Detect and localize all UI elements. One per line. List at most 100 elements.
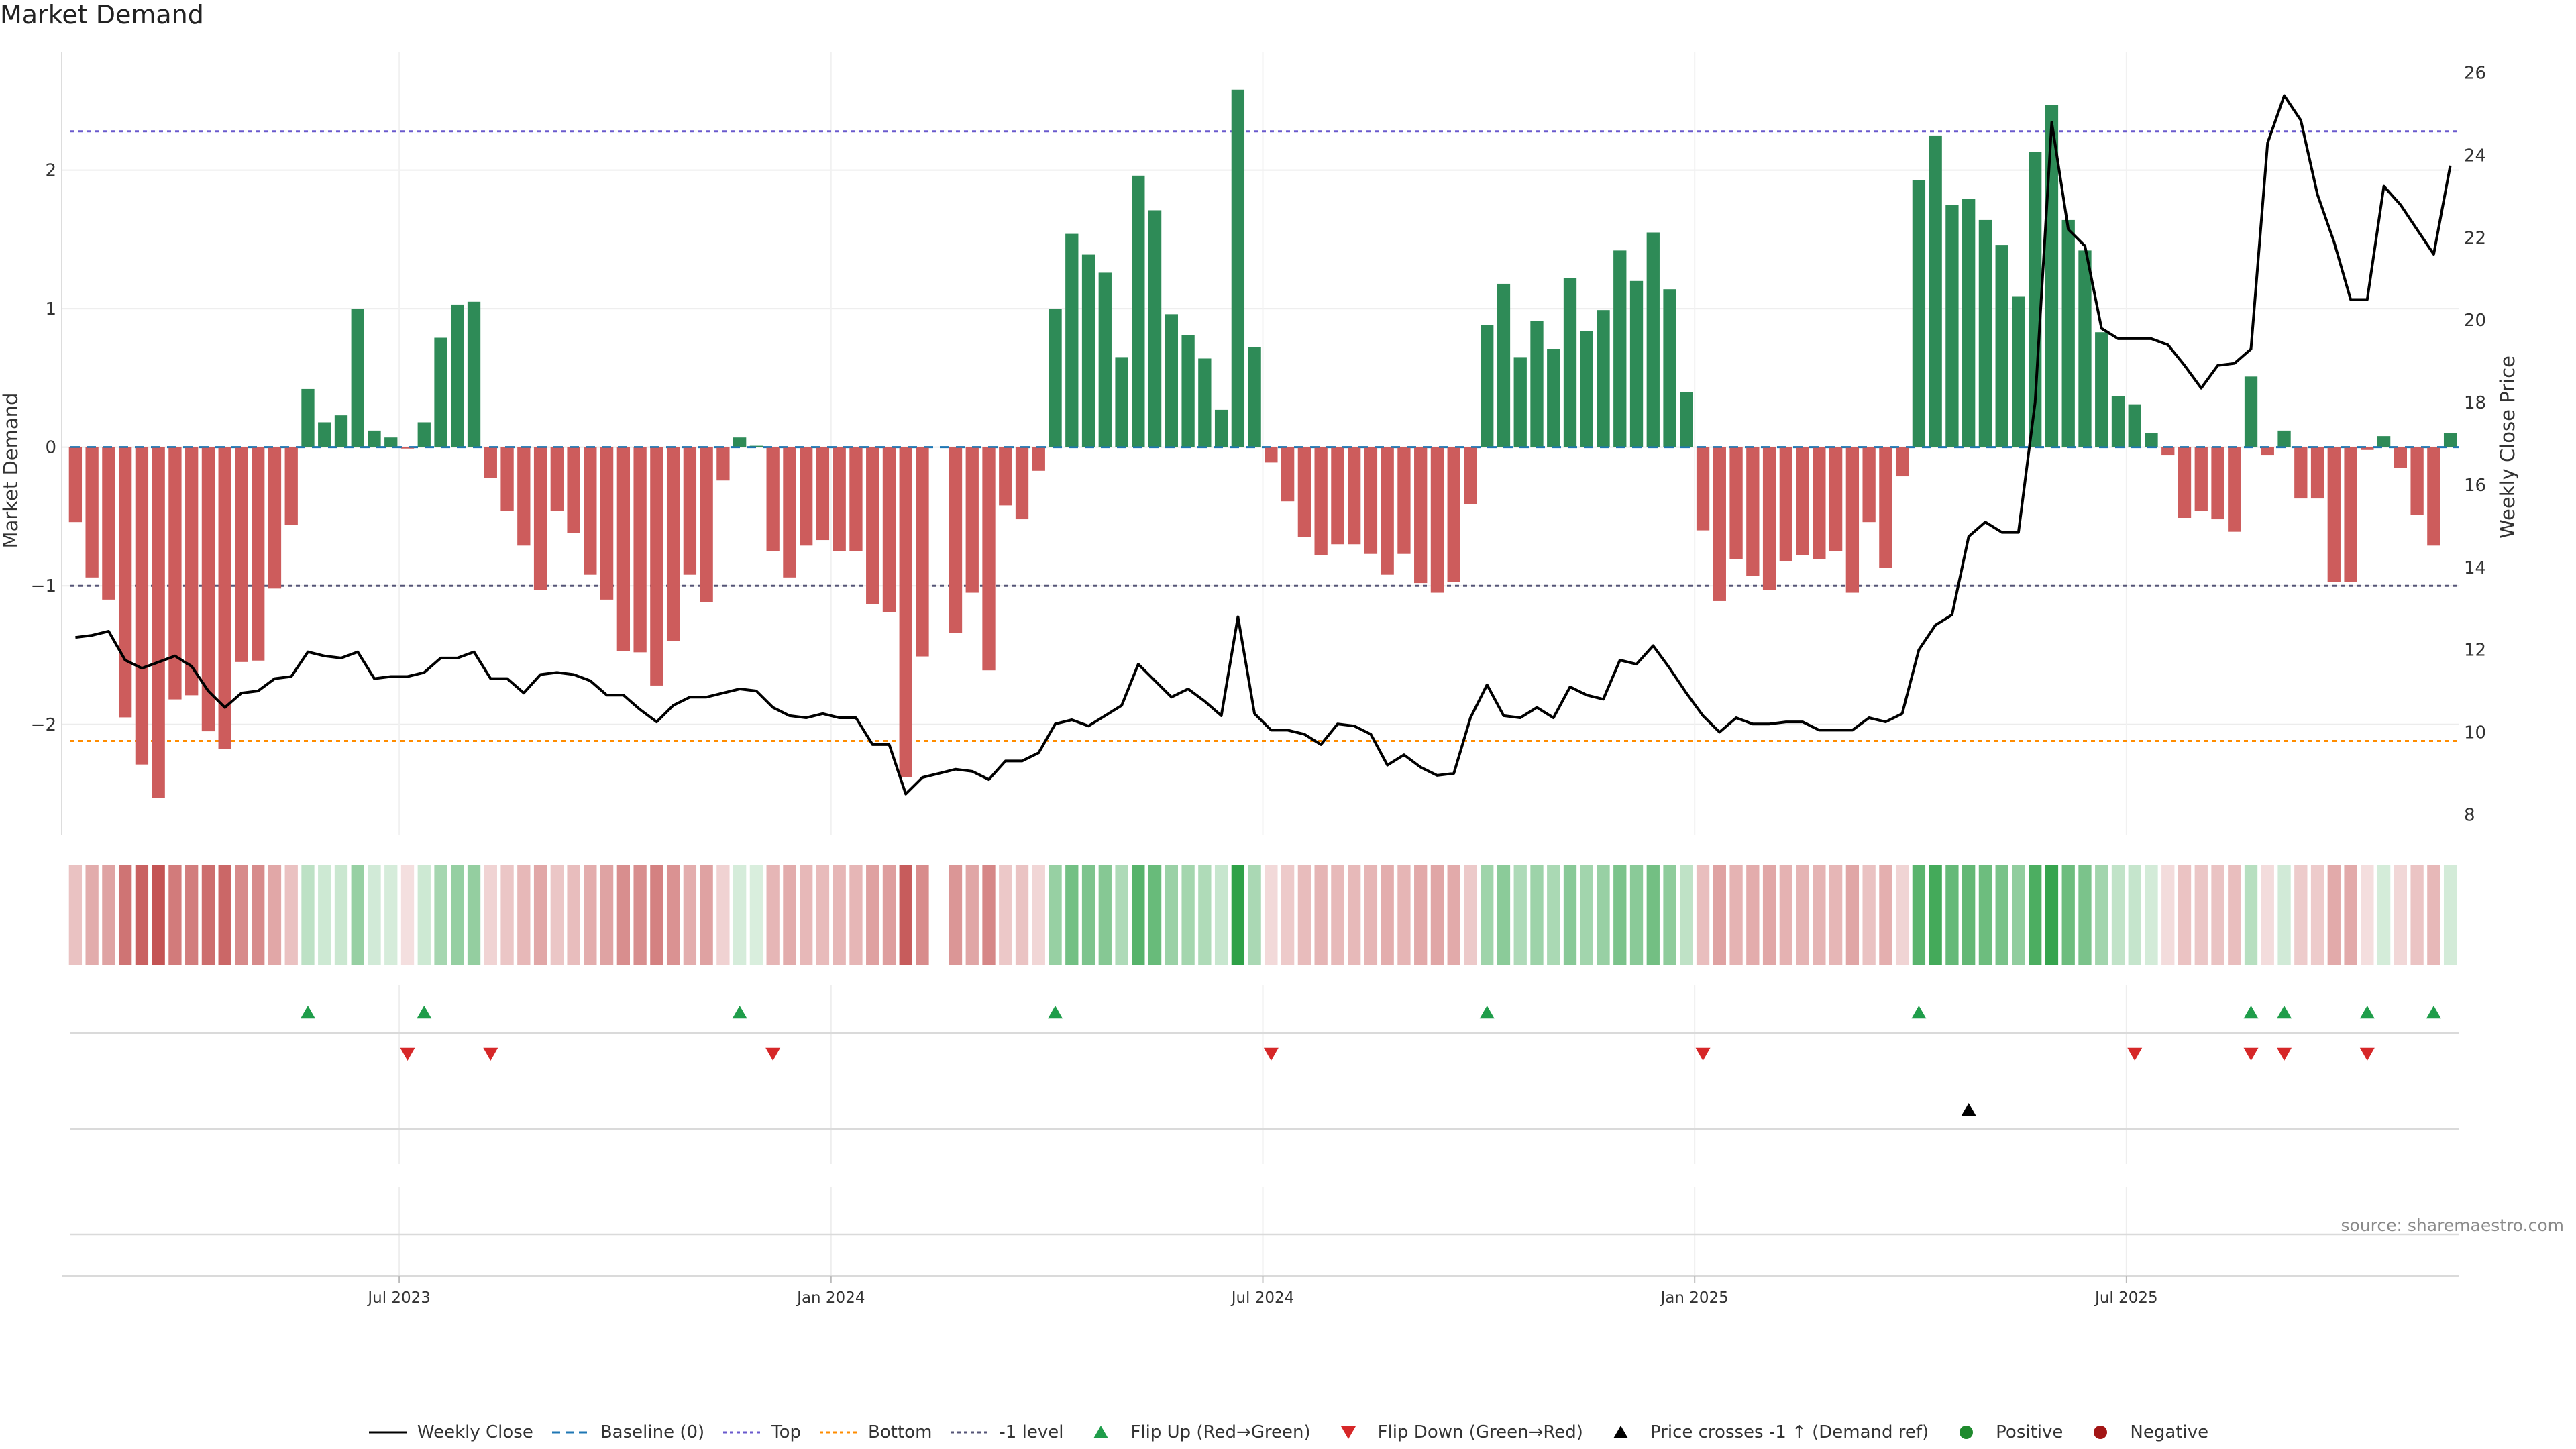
demand-bar bbox=[666, 447, 680, 641]
heat-cell bbox=[733, 865, 747, 965]
heat-cell bbox=[1746, 865, 1760, 965]
heat-cell bbox=[201, 865, 215, 965]
left-tick-label: 2 bbox=[45, 161, 56, 181]
heat-cell bbox=[1181, 865, 1195, 965]
heat-cell bbox=[849, 865, 863, 965]
heat-cell bbox=[949, 865, 963, 965]
heat-cell bbox=[218, 865, 231, 965]
heat-cell bbox=[633, 865, 647, 965]
demand-bar bbox=[1281, 447, 1295, 502]
heat-cell bbox=[716, 865, 730, 965]
demand-bar bbox=[1381, 447, 1394, 575]
heat-cell bbox=[1314, 865, 1328, 965]
demand-bar bbox=[2344, 447, 2357, 582]
demand-bar bbox=[1513, 357, 1527, 447]
demand-bar bbox=[1181, 335, 1195, 447]
heat-cell bbox=[434, 865, 447, 965]
legend-swatch-icon bbox=[723, 1431, 761, 1434]
demand-bar bbox=[268, 447, 282, 589]
heat-cell bbox=[451, 865, 464, 965]
heat-cell bbox=[1978, 865, 1992, 965]
demand-bar bbox=[1464, 447, 1477, 504]
legend-swatch-icon bbox=[951, 1431, 989, 1434]
demand-bar bbox=[1165, 314, 1178, 447]
heat-cell bbox=[2261, 865, 2274, 965]
left-tick-label: −2 bbox=[31, 715, 56, 735]
left-tick-label: 0 bbox=[45, 438, 56, 458]
heat-cell bbox=[417, 865, 431, 965]
demand-bar bbox=[2128, 404, 2141, 447]
legend-swatch-icon bbox=[820, 1431, 858, 1434]
demand-bar bbox=[1132, 175, 1145, 447]
right-tick-label: 10 bbox=[2464, 722, 2486, 743]
demand-bar bbox=[135, 447, 149, 765]
heat-cell bbox=[1297, 865, 1311, 965]
flip-up-marker bbox=[1479, 1006, 1495, 1019]
heat-cell bbox=[1779, 865, 1792, 965]
flip-up-marker bbox=[300, 1006, 315, 1019]
demand-bar bbox=[965, 447, 979, 593]
demand-bar bbox=[2443, 433, 2457, 447]
demand-bar bbox=[152, 447, 165, 798]
legend-item: Baseline (0) bbox=[551, 1422, 704, 1442]
legend-swatch-icon bbox=[2094, 1426, 2108, 1439]
legend-swatch-icon bbox=[1960, 1426, 1974, 1439]
demand-bar bbox=[417, 422, 431, 447]
heat-cell bbox=[351, 865, 364, 965]
heat-cell bbox=[500, 865, 514, 965]
demand-bar bbox=[1796, 447, 1809, 555]
demand-bar bbox=[1813, 447, 1826, 559]
demand-bar bbox=[1115, 357, 1128, 447]
demand-bar bbox=[517, 447, 531, 546]
heat-cell bbox=[1381, 865, 1394, 965]
heat-cell bbox=[1995, 865, 2008, 965]
flip-down-marker bbox=[483, 1047, 498, 1061]
heat-cell bbox=[2410, 865, 2424, 965]
demand-bar bbox=[999, 447, 1012, 506]
right-tick-label: 18 bbox=[2464, 393, 2486, 413]
grid-layer bbox=[62, 52, 2459, 1278]
demand-bar bbox=[1348, 447, 1361, 545]
flip-up-marker bbox=[732, 1006, 747, 1019]
heat-cell bbox=[1879, 865, 1892, 965]
demand-bar bbox=[2029, 152, 2042, 447]
flip-up-marker bbox=[417, 1006, 432, 1019]
demand-bar bbox=[650, 447, 663, 686]
demand-bar bbox=[899, 447, 912, 777]
heat-cell bbox=[2012, 865, 2025, 965]
demand-bar bbox=[600, 447, 614, 600]
demand-bar bbox=[2211, 447, 2224, 520]
heat-cell bbox=[616, 865, 631, 965]
legend-label: Price crosses -1 ↑ (Demand ref) bbox=[1650, 1422, 1929, 1442]
legend-swatch-icon bbox=[551, 1431, 590, 1434]
heat-cell bbox=[1796, 865, 1809, 965]
demand-heat-strip bbox=[68, 865, 2457, 965]
flip-down-marker bbox=[765, 1047, 781, 1061]
demand-bar bbox=[766, 447, 780, 551]
legend-item: -1 level bbox=[949, 1422, 1063, 1442]
legend-label: -1 level bbox=[999, 1422, 1064, 1442]
demand-bar bbox=[2294, 447, 2308, 499]
demand-bar bbox=[2327, 447, 2341, 582]
legend-label: Positive bbox=[1996, 1422, 2063, 1442]
demand-bar bbox=[949, 447, 963, 633]
demand-bar bbox=[1779, 447, 1792, 561]
legend-swatch-icon bbox=[368, 1431, 407, 1434]
heat-cell bbox=[800, 865, 813, 965]
heat-cell bbox=[1481, 865, 1494, 965]
heat-cell bbox=[268, 865, 282, 965]
flip-down-marker bbox=[2359, 1047, 2375, 1061]
demand-bar bbox=[533, 447, 547, 590]
legend-item: Weekly Close bbox=[368, 1422, 533, 1442]
heat-cell bbox=[965, 865, 979, 965]
heat-cell bbox=[517, 865, 531, 965]
heat-cell bbox=[1065, 865, 1079, 965]
demand-bar bbox=[1098, 272, 1112, 447]
demand-bar bbox=[218, 447, 231, 749]
heat-cell bbox=[1248, 865, 1261, 965]
demand-bar bbox=[1912, 180, 1926, 447]
demand-bar bbox=[2361, 447, 2374, 450]
demand-bar bbox=[1015, 447, 1029, 520]
demand-bar bbox=[2111, 396, 2125, 447]
